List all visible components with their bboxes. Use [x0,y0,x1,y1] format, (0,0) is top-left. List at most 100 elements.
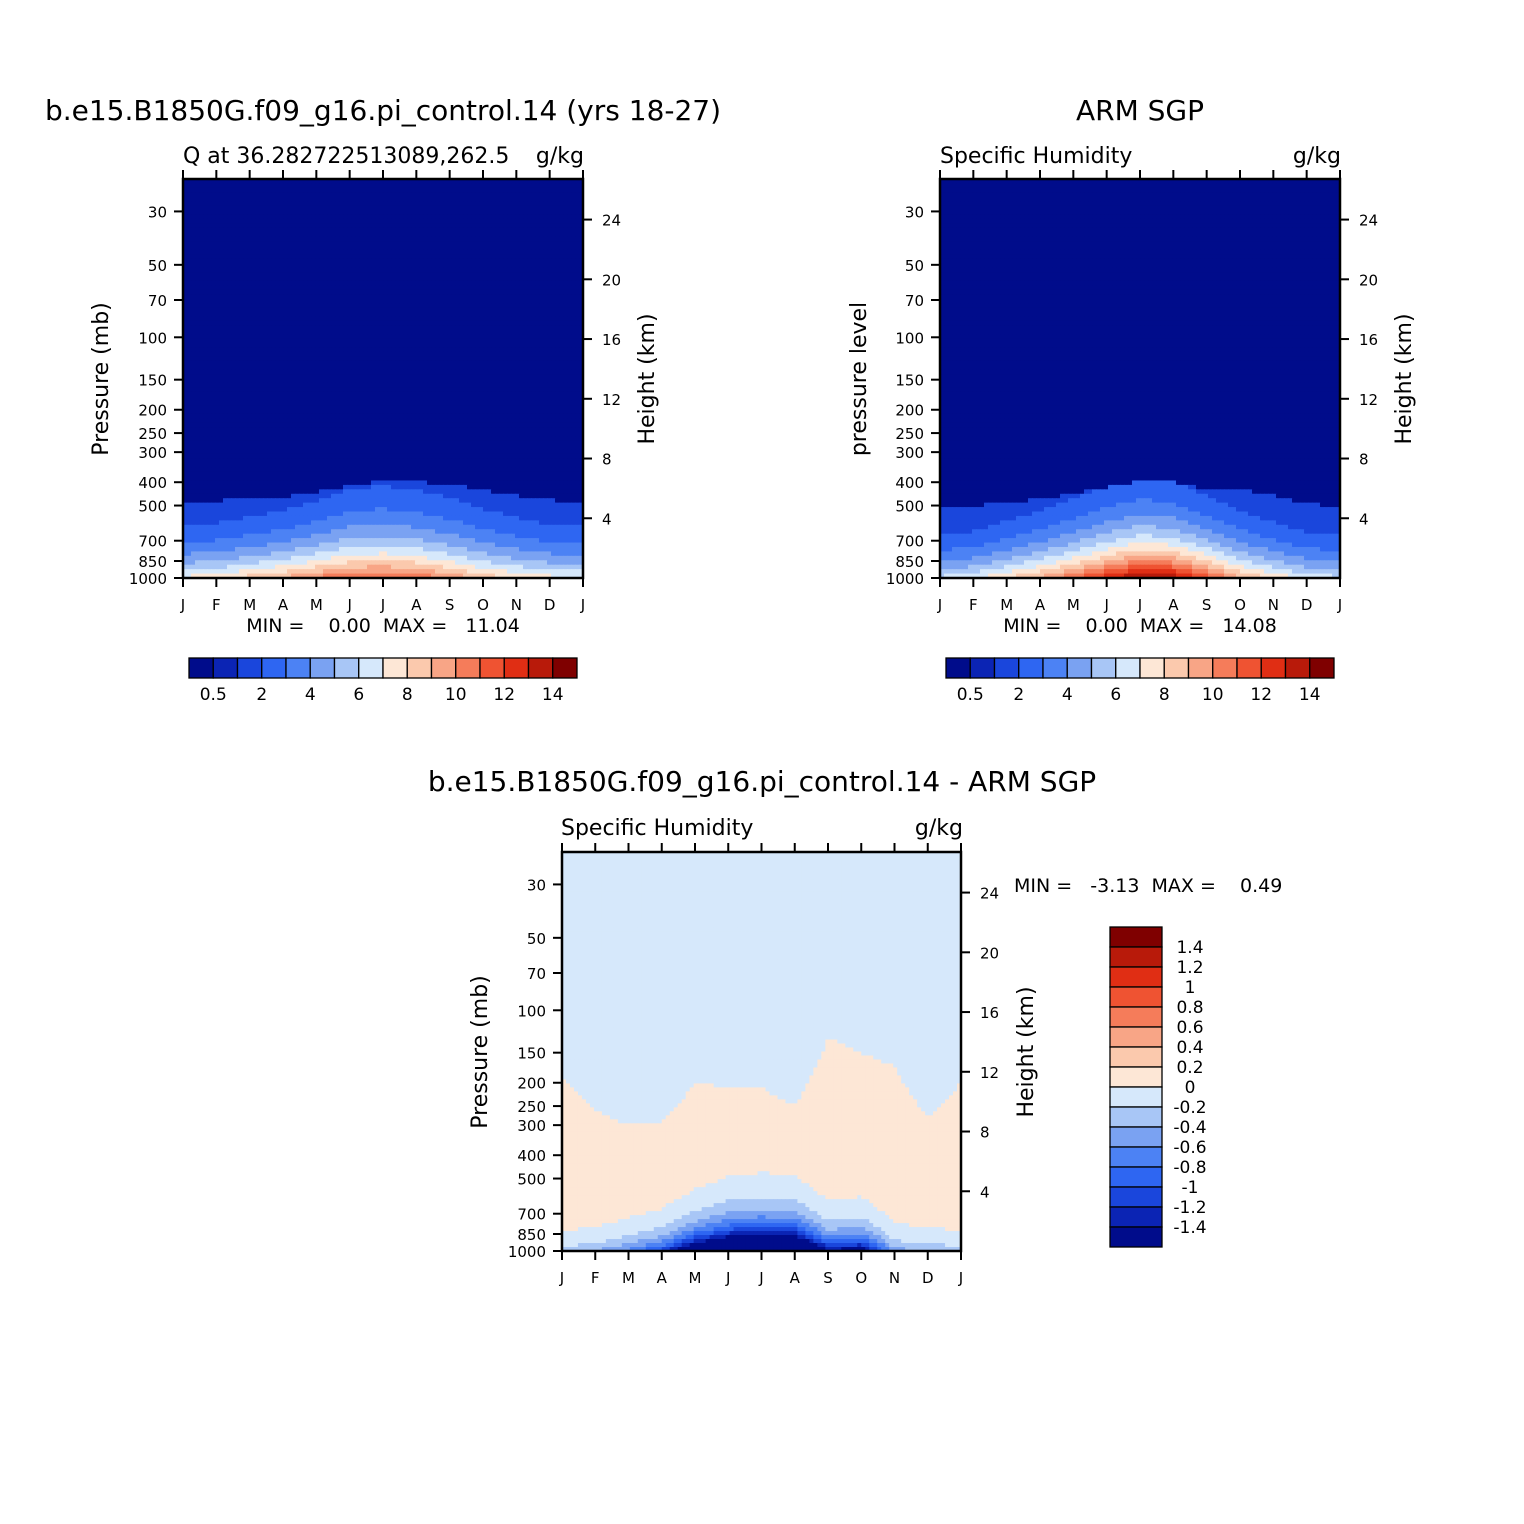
contour-cell [475,214,480,219]
contour-cell [251,206,256,211]
contour-cell [407,365,412,370]
contour-cell [271,379,276,384]
contour-cell [227,214,232,219]
contour-cell [415,294,420,299]
contour-cell [239,396,244,401]
contour-cell [471,374,476,379]
contour-cell [495,347,500,352]
contour-cell [467,370,472,375]
contour-cell [415,392,420,397]
contour-cell [295,206,300,211]
contour-cell [539,303,544,308]
contour-cell [375,268,380,273]
contour-cell [219,387,224,392]
contour-cell [567,250,572,255]
contour-cell [307,361,312,366]
contour-cell [435,206,440,211]
contour-cell [395,277,400,282]
contour-cell [511,188,516,193]
contour-cell [243,330,248,335]
contour-cell [455,387,460,392]
contour-cell [439,250,444,255]
contour-cell [451,272,456,277]
contour-cell [491,272,496,277]
contour-cell [339,201,344,206]
contour-cell [287,383,292,388]
contour-cell [455,263,460,268]
contour-cell [223,303,228,308]
contour-cell [459,223,464,228]
contour-cell [575,361,580,366]
contour-cell [475,374,480,379]
contour-cell [283,197,288,202]
contour-cell [387,294,392,299]
contour-cell [387,321,392,326]
contour-cell [575,214,580,219]
contour-cell [203,259,208,264]
contour-cell [547,237,552,242]
contour-cell [315,370,320,375]
contour-cell [571,303,576,308]
contour-cell [523,232,528,237]
contour-cell [455,241,460,246]
contour-cell [223,290,228,295]
contour-cell [383,210,388,215]
contour-cell [407,277,412,282]
contour-cell [311,347,316,352]
contour-cell [267,339,272,344]
contour-cell [427,277,432,282]
contour-cell [259,237,264,242]
contour-cell [299,206,304,211]
contour-cell [379,285,384,290]
contour-cell [383,303,388,308]
contour-cell [447,246,452,251]
contour-cell [559,325,564,330]
contour-cell [455,228,460,233]
contour-cell [479,228,484,233]
contour-cell [383,223,388,228]
contour-cell [443,285,448,290]
contour-cell [311,325,316,330]
contour-cell [215,192,220,197]
contour-cell [531,325,536,330]
contour-cell [459,299,464,304]
contour-cell [391,272,396,277]
contour-cell [523,312,528,317]
contour-cell [247,228,252,233]
contour-cell [371,210,376,215]
contour-cell [347,259,352,264]
contour-cell [411,285,416,290]
contour-cell [363,383,368,388]
contour-cell [247,246,252,251]
contour-cell [211,281,216,286]
contour-cell [227,330,232,335]
contour-cell [251,232,256,237]
contour-cell [463,214,468,219]
contour-cell [247,214,252,219]
contour-cell [547,285,552,290]
contour-cell [483,347,488,352]
contour-cell [419,379,424,384]
contour-cell [235,210,240,215]
contour-cell [427,206,432,211]
contour-cell [227,259,232,264]
contour-cell [559,299,564,304]
contour-cell [507,197,512,202]
contour-cell [523,299,528,304]
contour-cell [319,228,324,233]
contour-cell [299,356,304,361]
contour-cell [271,325,276,330]
contour-cell [483,325,488,330]
contour-cell [363,387,368,392]
contour-cell [335,228,340,233]
contour-cell [247,387,252,392]
contour-cell [543,272,548,277]
contour-cell [455,237,460,242]
contour-cell [575,365,580,370]
contour-cell [535,214,540,219]
contour-cell [399,321,404,326]
contour-cell [443,241,448,246]
contour-cell [219,183,224,188]
contour-cell [463,210,468,215]
contour-cell [395,316,400,321]
